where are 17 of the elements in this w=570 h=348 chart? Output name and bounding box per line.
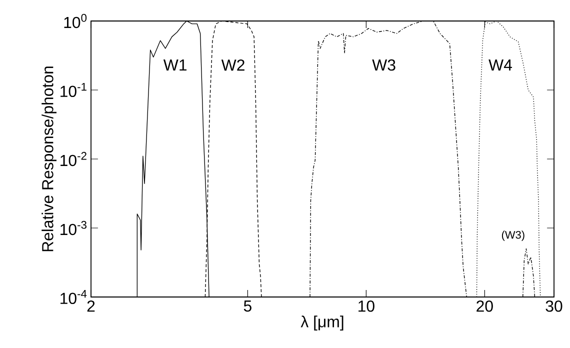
x-tick-label: 30 [546, 300, 562, 312]
annotation: (W3) [502, 230, 524, 241]
y-tick-label: 10$^{-1}$ [60, 82, 86, 98]
series-label: W3 [372, 59, 396, 71]
x-tick-label: 2 [87, 300, 95, 312]
series-label: W2 [221, 59, 244, 71]
series-label: W1 [163, 60, 186, 71]
y-axis-title: Relative Response/photon [42, 66, 56, 252]
x-tick-label: 5 [244, 300, 252, 312]
y-tick-label: 10$^{-3}$ [60, 220, 86, 236]
x-tick-label: 20 [476, 300, 493, 312]
series-label: W4 [488, 60, 512, 71]
y-tick-label: 10$^{-2}$ [60, 152, 86, 166]
x-axis-title: λ [μm] [300, 316, 344, 331]
y-tick-label: 10$^{0}$ [64, 14, 87, 28]
y-tick-label: 10$^{-4}$ [60, 290, 87, 304]
x-tick-label: 10 [358, 300, 374, 312]
